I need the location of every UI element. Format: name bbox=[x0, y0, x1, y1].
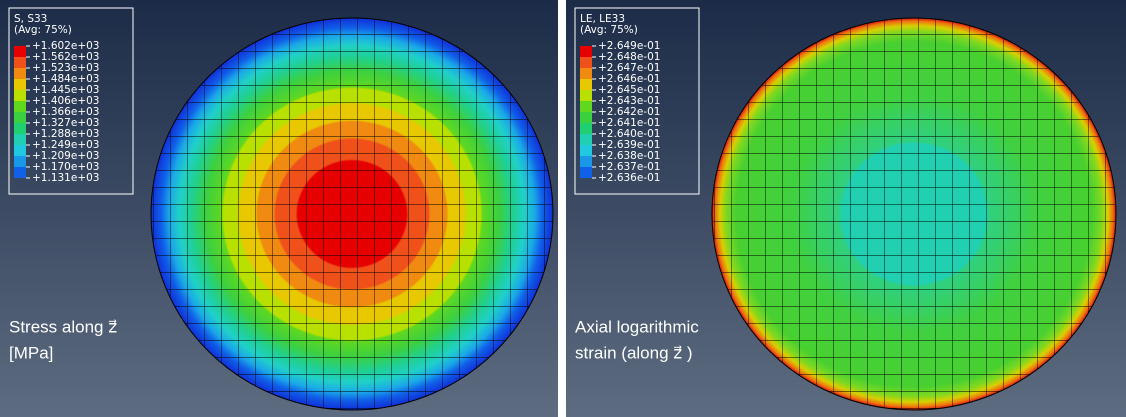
legend-swatch bbox=[14, 101, 26, 112]
legend-label: +1.445e+03 bbox=[32, 84, 99, 96]
legend-swatch bbox=[580, 46, 592, 57]
legend-box bbox=[8, 7, 134, 195]
mesh bbox=[711, 17, 1117, 411]
legend-label: +1.523e+03 bbox=[32, 62, 99, 74]
legend-swatch bbox=[14, 112, 26, 123]
legend-swatch bbox=[14, 134, 26, 145]
legend-swatch bbox=[14, 123, 26, 134]
legend-swatch bbox=[14, 145, 26, 156]
legend-swatch bbox=[14, 79, 26, 90]
mesh bbox=[150, 17, 554, 411]
legend-label: +1.484e+03 bbox=[32, 73, 99, 85]
legend-swatch bbox=[580, 112, 592, 123]
legend-title: (Avg: 75%) bbox=[580, 24, 638, 36]
caption: [MPa] bbox=[9, 343, 53, 362]
legend-label: +2.646e-01 bbox=[598, 73, 660, 85]
legend-swatch bbox=[14, 167, 26, 178]
legend-label: +2.648e-01 bbox=[598, 51, 660, 63]
legend-label: +1.288e+03 bbox=[32, 128, 99, 140]
caption: Stress along z⃗ bbox=[9, 317, 117, 336]
legend-swatch bbox=[580, 57, 592, 68]
legend-label: +2.643e-01 bbox=[598, 95, 660, 107]
legend-swatch bbox=[580, 167, 592, 178]
legend-label: +1.209e+03 bbox=[32, 150, 99, 162]
legend-swatch bbox=[14, 57, 26, 68]
legend-swatch bbox=[580, 156, 592, 167]
legend-swatch bbox=[580, 79, 592, 90]
legend-swatch bbox=[580, 134, 592, 145]
legend-swatch bbox=[580, 145, 592, 156]
legend-swatch bbox=[14, 90, 26, 101]
legend-label: +2.642e-01 bbox=[598, 106, 660, 118]
legend-label: +1.366e+03 bbox=[32, 106, 99, 118]
legend-label: +2.638e-01 bbox=[598, 150, 660, 162]
caption: strain (along z⃗ ) bbox=[575, 343, 693, 362]
legend-swatch bbox=[14, 156, 26, 167]
legend-label: +2.647e-01 bbox=[598, 62, 660, 74]
legend-label: +2.636e-01 bbox=[598, 172, 660, 184]
legend-title: (Avg: 75%) bbox=[14, 24, 72, 36]
legend-title: LE, LE33 bbox=[580, 13, 625, 25]
legend-label: +2.649e-01 bbox=[598, 40, 660, 52]
annotations: S, S33(Avg: 75%)+1.602e+03+1.562e+03+1.5… bbox=[8, 7, 700, 362]
legend-box bbox=[574, 7, 700, 195]
legend-swatch bbox=[14, 46, 26, 57]
caption: Axial logarithmic bbox=[575, 317, 699, 336]
legend-label: +2.641e-01 bbox=[598, 117, 660, 129]
legend-label: +2.645e-01 bbox=[598, 84, 660, 96]
legend-label: +2.637e-01 bbox=[598, 161, 660, 173]
legend-label: +1.170e+03 bbox=[32, 161, 99, 173]
legend-swatch bbox=[580, 123, 592, 134]
legend-label: +2.639e-01 bbox=[598, 139, 660, 151]
legend-label: +1.406e+03 bbox=[32, 95, 99, 107]
legend-label: +1.327e+03 bbox=[32, 117, 99, 129]
legend-swatch bbox=[580, 90, 592, 101]
legend-swatch bbox=[14, 68, 26, 79]
legend-swatch bbox=[580, 68, 592, 79]
legend-label: +1.562e+03 bbox=[32, 51, 99, 63]
legend-title: S, S33 bbox=[14, 13, 47, 25]
legend-label: +1.249e+03 bbox=[32, 139, 99, 151]
legend-label: +2.640e-01 bbox=[598, 128, 660, 140]
legend-swatch bbox=[580, 101, 592, 112]
legend-label: +1.131e+03 bbox=[32, 172, 99, 184]
legend-label: +1.602e+03 bbox=[32, 40, 99, 52]
